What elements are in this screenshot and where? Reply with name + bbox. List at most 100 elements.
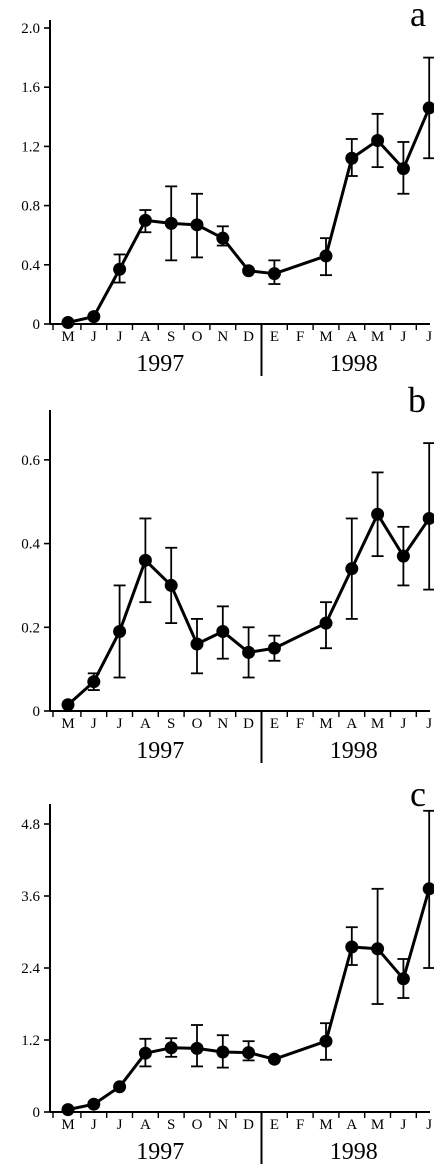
y-tick-label: 1.2 — [21, 139, 40, 155]
data-point — [397, 162, 410, 175]
month-label: S — [167, 329, 175, 345]
month-label: F — [296, 1117, 304, 1133]
y-tick-label: 3.6 — [21, 889, 40, 905]
month-label: M — [319, 1117, 332, 1133]
month-label: J — [426, 716, 432, 732]
month-label: J — [400, 329, 406, 345]
month-label: A — [140, 1117, 151, 1133]
month-label: M — [61, 716, 74, 732]
y-tick-label: 0.2 — [21, 620, 40, 636]
data-point — [397, 972, 410, 985]
month-label: D — [243, 329, 254, 345]
year-label-1997: 1997 — [136, 1139, 184, 1165]
data-point — [320, 1035, 333, 1048]
month-label: A — [346, 716, 357, 732]
month-label: M — [371, 329, 384, 345]
month-label: N — [217, 329, 228, 345]
panel-label-b: b — [408, 380, 426, 420]
month-label: M — [371, 716, 384, 732]
month-label: S — [167, 1117, 175, 1133]
month-label: N — [217, 716, 228, 732]
month-label: J — [91, 329, 97, 345]
data-point — [139, 214, 152, 227]
data-point — [345, 152, 358, 165]
data-point — [113, 625, 126, 638]
data-point — [87, 675, 100, 688]
data-point — [113, 263, 126, 276]
data-point — [165, 1041, 178, 1054]
y-tick-label: 0 — [33, 317, 41, 333]
month-label: J — [117, 329, 123, 345]
data-point — [268, 267, 281, 280]
data-point — [216, 1046, 229, 1059]
y-tick-label: 2.4 — [21, 961, 40, 977]
data-point — [62, 698, 75, 711]
data-point — [268, 642, 281, 655]
data-point — [216, 232, 229, 245]
y-tick-label: 0.8 — [21, 199, 40, 215]
data-point — [165, 579, 178, 592]
month-label: J — [91, 1117, 97, 1133]
data-point — [371, 134, 384, 147]
month-label: M — [319, 716, 332, 732]
month-label: S — [167, 716, 175, 732]
y-tick-label: 4.8 — [21, 817, 40, 833]
data-point — [345, 562, 358, 575]
data-point — [242, 1046, 255, 1059]
month-label: J — [426, 1117, 432, 1133]
month-label: J — [400, 1117, 406, 1133]
y-tick-label: 2.0 — [21, 21, 40, 37]
month-label: A — [346, 1117, 357, 1133]
y-tick-label: 0 — [33, 1105, 41, 1121]
panel-label-c: c — [410, 774, 426, 814]
data-point — [320, 617, 333, 630]
y-tick-label: 0 — [33, 704, 41, 720]
month-label: J — [400, 716, 406, 732]
data-point — [423, 882, 434, 895]
data-point — [139, 554, 152, 567]
y-tick-label: 1.6 — [21, 80, 40, 96]
data-point — [165, 217, 178, 230]
data-point — [191, 638, 204, 651]
y-tick-label: 0.4 — [21, 258, 40, 274]
year-label-1997: 1997 — [136, 351, 184, 377]
month-label: M — [61, 1117, 74, 1133]
data-point — [191, 1042, 204, 1055]
data-point — [87, 1098, 100, 1111]
series-line-c — [68, 889, 429, 1110]
data-point — [87, 310, 100, 323]
month-label: O — [192, 1117, 203, 1133]
month-label: F — [296, 716, 304, 732]
data-point — [242, 646, 255, 659]
month-label: A — [346, 329, 357, 345]
data-point — [397, 550, 410, 563]
data-point — [371, 508, 384, 521]
month-label: D — [243, 716, 254, 732]
year-label-1998: 1998 — [330, 1139, 378, 1165]
month-label: J — [426, 329, 432, 345]
month-label: J — [117, 716, 123, 732]
year-label-1998: 1998 — [330, 351, 378, 377]
data-point — [113, 1080, 126, 1093]
data-point — [139, 1047, 152, 1060]
y-tick-label: 0.4 — [21, 537, 40, 553]
month-label: M — [61, 329, 74, 345]
month-label: E — [270, 716, 279, 732]
month-label: J — [91, 716, 97, 732]
panel-label-a: a — [410, 0, 426, 34]
month-label: F — [296, 329, 304, 345]
data-point — [191, 218, 204, 231]
month-label: A — [140, 716, 151, 732]
data-point — [216, 625, 229, 638]
data-point — [423, 101, 434, 114]
data-point — [345, 941, 358, 954]
month-label: A — [140, 329, 151, 345]
month-label: J — [117, 1117, 123, 1133]
data-point — [320, 249, 333, 262]
month-label: O — [192, 329, 203, 345]
data-point — [242, 264, 255, 277]
month-label: E — [270, 1117, 279, 1133]
month-label: M — [319, 329, 332, 345]
year-label-1997: 1997 — [136, 738, 184, 764]
